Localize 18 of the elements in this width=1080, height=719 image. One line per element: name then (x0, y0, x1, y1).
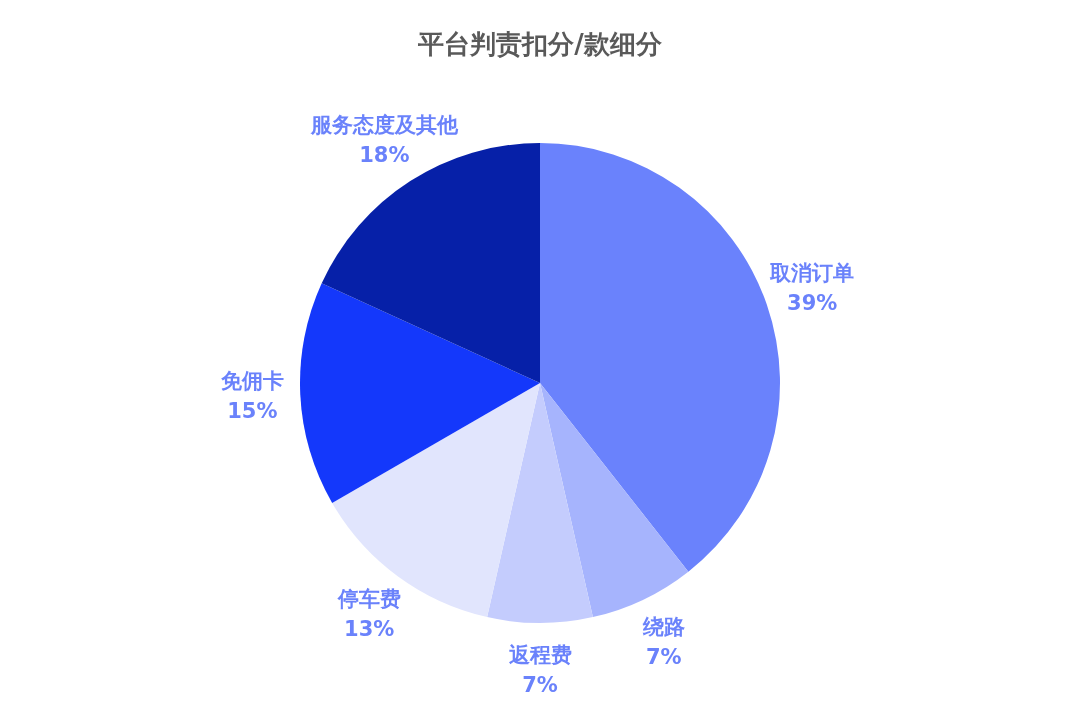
slice-label: 服务态度及其他 (309, 112, 459, 137)
data-label: 18% (359, 142, 410, 167)
slice-label: 免佣卡 (219, 368, 284, 393)
chart-title: 平台判责扣分/款细分 (417, 29, 663, 59)
pie-slice (487, 383, 593, 623)
pie-slice (332, 383, 540, 618)
data-label: 39% (787, 290, 838, 315)
pie-slice (300, 283, 540, 503)
pie-slice (321, 143, 540, 383)
data-label: 7% (645, 645, 682, 670)
data-label: 13% (344, 616, 395, 641)
slice-label: 停车费 (336, 586, 401, 611)
pie-slice (540, 383, 689, 618)
slice-label: 返程费 (507, 643, 572, 667)
slice-label: 绕路 (641, 615, 685, 640)
data-label: 7% (522, 673, 558, 697)
slice-label: 取消订单 (769, 260, 855, 285)
data-label: 15% (227, 398, 278, 423)
